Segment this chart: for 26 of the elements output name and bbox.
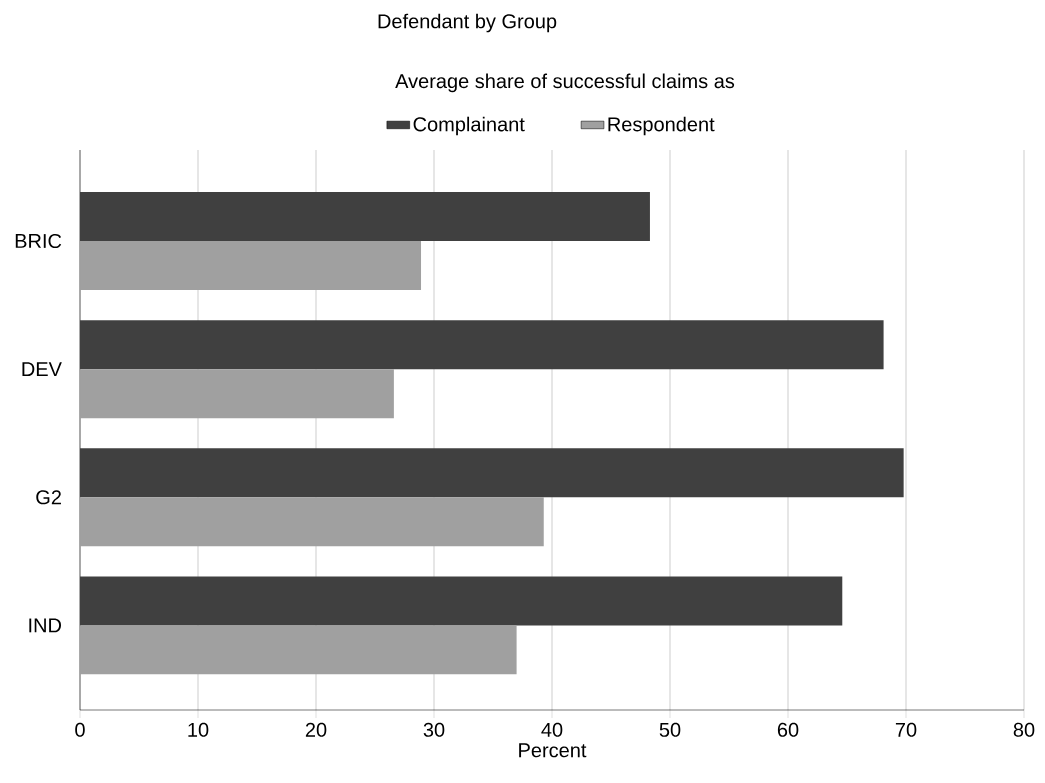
x-tick-label: 70 bbox=[895, 722, 917, 737]
bar bbox=[80, 625, 517, 675]
legend-label: Respondent bbox=[608, 116, 715, 136]
legend-title: Average share of successful claims as bbox=[395, 73, 735, 93]
legend-label: Complainant bbox=[413, 116, 525, 136]
x-tick-label: 30 bbox=[423, 722, 445, 737]
y-tick-label: IND bbox=[29, 618, 61, 633]
y-tick-label: G2 bbox=[36, 490, 61, 505]
y-tick-label: BRIC bbox=[15, 233, 62, 249]
bar bbox=[80, 369, 394, 419]
bar bbox=[80, 448, 904, 498]
bar bbox=[80, 576, 843, 626]
bar bbox=[80, 497, 544, 547]
x-tick-label: 50 bbox=[659, 722, 681, 737]
bar bbox=[80, 191, 650, 241]
x-tick-label: 0 bbox=[75, 722, 85, 737]
bar bbox=[80, 320, 884, 370]
chart-title: Defendant by Group bbox=[378, 13, 557, 33]
x-axis-title: Percent bbox=[519, 743, 587, 758]
bar bbox=[80, 240, 422, 290]
x-tick-label: 10 bbox=[188, 722, 209, 737]
x-tick-label: 20 bbox=[305, 722, 327, 737]
x-tick-label: 80 bbox=[1013, 722, 1035, 737]
y-tick-label: DEV bbox=[22, 362, 62, 377]
x-tick-label: 60 bbox=[777, 722, 799, 737]
x-tick-label: 40 bbox=[541, 722, 563, 737]
